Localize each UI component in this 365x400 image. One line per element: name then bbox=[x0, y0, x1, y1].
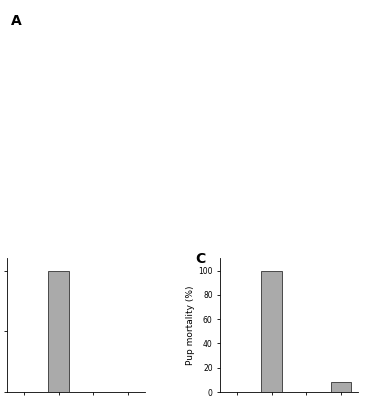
Y-axis label: Pup mortality (%): Pup mortality (%) bbox=[187, 286, 195, 365]
Bar bbox=[261, 270, 282, 392]
Bar bbox=[331, 382, 351, 392]
Text: A: A bbox=[11, 14, 22, 28]
Bar bbox=[48, 270, 69, 392]
Text: C: C bbox=[196, 252, 206, 266]
